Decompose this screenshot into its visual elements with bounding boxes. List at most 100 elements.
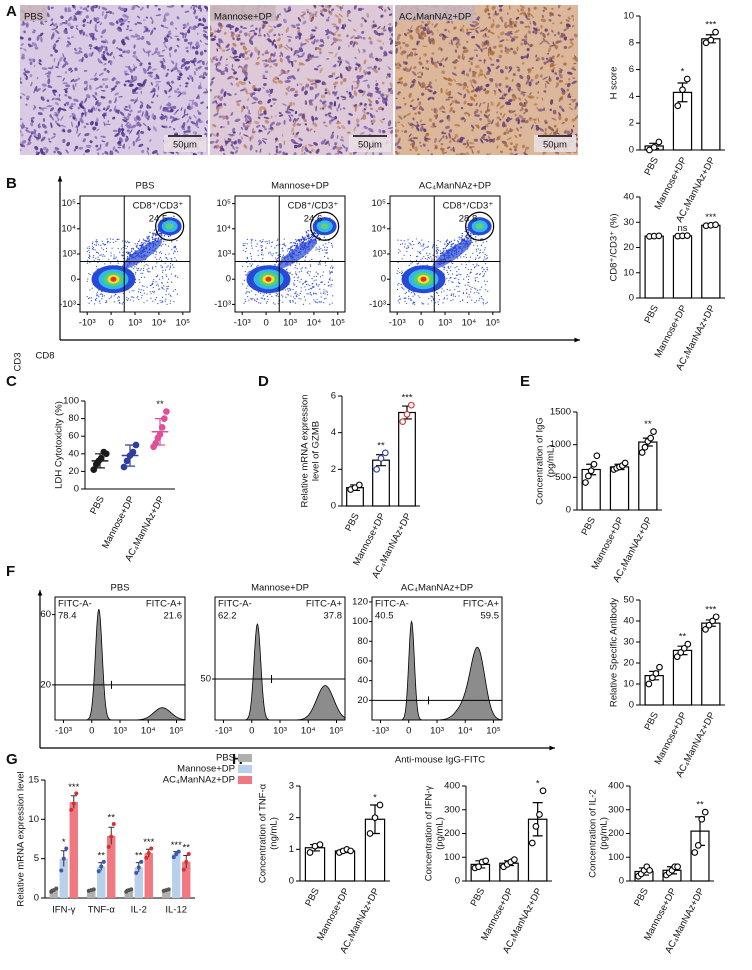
event (125, 247, 127, 250)
event (266, 295, 269, 297)
nucleus (516, 66, 520, 69)
y-tick-label: 500 (555, 472, 571, 483)
nucleus (109, 51, 113, 57)
nucleus (147, 71, 154, 75)
event (146, 286, 148, 288)
nucleus (505, 84, 509, 89)
event (272, 253, 274, 255)
event (244, 270, 246, 273)
nucleus (533, 103, 538, 106)
event (309, 291, 311, 293)
nucleus (297, 54, 300, 58)
nucleus (267, 58, 272, 62)
event (474, 258, 476, 261)
x-tick-label: PBS (642, 303, 661, 325)
event (118, 296, 120, 298)
nucleus (204, 49, 207, 53)
y-tick-label: 0 (331, 501, 336, 512)
event (448, 267, 450, 270)
nucleus (420, 31, 424, 36)
nucleus (104, 151, 109, 155)
nucleus (114, 132, 120, 137)
nucleus (295, 131, 300, 136)
event (140, 297, 143, 299)
nucleus (283, 119, 286, 125)
event (97, 294, 99, 296)
event (430, 256, 432, 258)
nucleus (255, 149, 258, 153)
nucleus (309, 17, 314, 21)
nucleus (409, 83, 415, 89)
data-point (376, 801, 384, 809)
event (167, 235, 170, 238)
nucleus (123, 83, 127, 87)
nucleus (509, 127, 512, 133)
nucleus (555, 132, 560, 135)
nucleus (204, 127, 207, 132)
event (162, 269, 164, 271)
nucleus (525, 79, 530, 85)
nucleus (496, 58, 500, 63)
nucleus (311, 29, 316, 32)
nucleus (411, 125, 414, 129)
nucleus (123, 107, 127, 110)
nucleus (558, 114, 562, 121)
event (409, 254, 412, 257)
nucleus (259, 106, 266, 110)
event (131, 266, 133, 268)
event (126, 299, 128, 301)
nucleus (445, 36, 449, 38)
nucleus (412, 71, 417, 76)
nucleus (211, 77, 215, 81)
event (323, 298, 326, 300)
event (122, 251, 124, 253)
nucleus (311, 79, 317, 82)
nucleus (205, 60, 208, 66)
nucleus (471, 83, 475, 89)
nucleus (324, 89, 327, 92)
nucleus (461, 57, 464, 60)
nucleus (277, 79, 284, 84)
nucleus (102, 113, 107, 117)
nucleus (374, 86, 379, 91)
nucleus (220, 88, 224, 94)
nucleus (524, 25, 529, 28)
panel-label: G (6, 751, 18, 768)
nucleus (84, 97, 88, 103)
nucleus (293, 134, 299, 138)
event (245, 247, 248, 249)
nucleus (240, 42, 243, 46)
event (465, 264, 467, 266)
nucleus (519, 74, 524, 80)
event (176, 293, 178, 295)
event (455, 274, 458, 276)
nucleus (428, 118, 433, 122)
scale-box (534, 135, 576, 152)
nucleus (490, 101, 494, 106)
nucleus (216, 64, 221, 66)
nucleus (536, 57, 541, 61)
nucleus (301, 146, 304, 153)
event (287, 294, 289, 296)
event (111, 247, 113, 249)
event (324, 249, 326, 251)
nucleus (309, 86, 314, 90)
nucleus (218, 115, 222, 119)
nucleus (406, 31, 411, 35)
event (286, 268, 288, 270)
nucleus (544, 132, 547, 135)
nucleus (452, 110, 456, 114)
nucleus (217, 103, 223, 107)
event (285, 269, 288, 271)
nucleus (378, 32, 381, 36)
nucleus (41, 83, 47, 87)
nucleus (126, 115, 130, 119)
nucleus (560, 32, 566, 37)
nucleus (234, 58, 240, 62)
nucleus (551, 29, 554, 33)
nucleus (121, 124, 124, 128)
nucleus (509, 5, 511, 10)
significance: *** (143, 837, 154, 848)
nucleus (263, 33, 266, 37)
nucleus (366, 66, 373, 69)
